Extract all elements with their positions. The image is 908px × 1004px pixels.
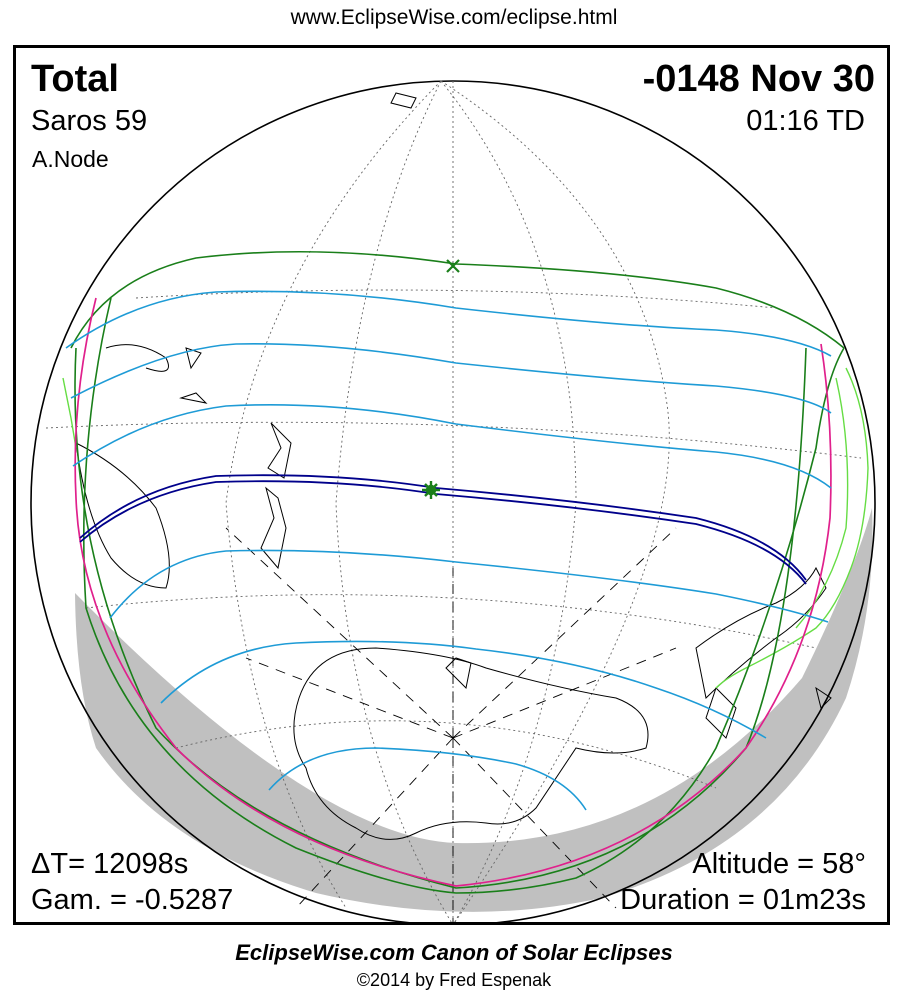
source-url: www.EclipseWise.com/eclipse.html (290, 6, 618, 29)
total-path (79, 474, 807, 585)
node-label: A.Node (32, 146, 109, 172)
eclipse-map-frame: Total Saros 59 A.Node -0148 Nov 30 01:16… (13, 45, 890, 925)
coastlines-sunrise (62, 367, 869, 689)
pole-dashes (225, 527, 677, 922)
delta-t: ΔT= 12098s (31, 848, 189, 880)
eclipse-date: -0148 Nov 30 (642, 58, 875, 100)
saros-number: Saros 59 (31, 105, 148, 137)
rise-set-curve (74, 297, 832, 887)
totality-duration: Duration = 01m23s (620, 884, 866, 916)
greatest-eclipse-star (422, 481, 440, 499)
sub-solar-cross (446, 259, 460, 273)
eclipse-type: Total (31, 58, 119, 100)
graticule (45, 80, 862, 922)
canon-title: EclipseWise.com Canon of Solar Eclipses (235, 940, 673, 965)
globe-map (30, 80, 876, 922)
copyright: ©2014 by Fred Espenak (356, 970, 552, 990)
eclipse-time: 01:16 TD (746, 105, 865, 137)
partial-limit-lines (65, 290, 832, 811)
sun-altitude: Altitude = 58° (692, 848, 866, 880)
gamma-value: Gam. = -0.5287 (31, 884, 234, 916)
